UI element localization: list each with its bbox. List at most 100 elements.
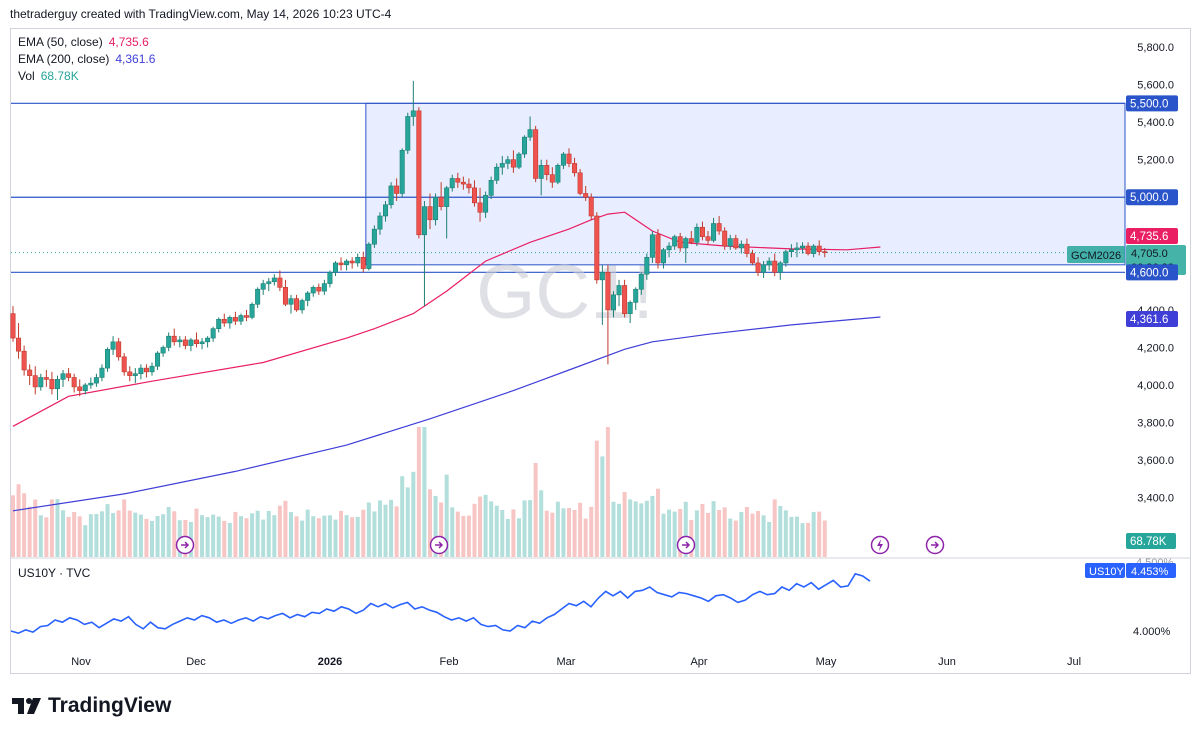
volume-bar	[205, 517, 210, 557]
volume-bar	[633, 501, 638, 557]
time-axis-tick-label: Feb	[440, 656, 459, 668]
volume-bar	[811, 511, 816, 557]
candle-body	[360, 257, 366, 269]
volume-bar	[383, 504, 388, 557]
symbol-axis-label-bg	[1067, 246, 1125, 263]
level-5500-label-bg	[1126, 95, 1178, 112]
volume-bar	[717, 510, 722, 557]
volume-bar	[133, 512, 138, 557]
candle-body	[794, 247, 800, 251]
candle-body	[143, 367, 149, 373]
candle-body	[421, 206, 427, 236]
tradingview-logo-text: TradingView	[48, 694, 172, 717]
candle-body	[249, 303, 255, 318]
volume-bar	[733, 520, 738, 557]
volume-bar	[27, 506, 32, 557]
legend-ema200-value: 4,361.6	[115, 52, 156, 66]
price-axis-tick-label: 5,400.0	[1137, 117, 1174, 129]
candle-body	[366, 243, 372, 269]
candle-body	[822, 251, 828, 253]
candle-body	[188, 339, 194, 346]
legend-ema50[interactable]: EMA (50, close) 4,735.6	[18, 34, 149, 51]
candle-body	[310, 287, 316, 294]
time-axis-tick-label: Dec	[186, 656, 206, 668]
volume-bar	[672, 511, 677, 557]
price-axis-tick-label: 3,600.0	[1137, 455, 1174, 467]
volume-bar	[161, 514, 166, 557]
candle-body	[749, 253, 755, 264]
candle-body	[699, 226, 705, 237]
candle-body	[583, 193, 589, 198]
volume-bar	[528, 500, 533, 557]
candle-body	[449, 178, 455, 189]
price-axis-tick-label: 5,800.0	[1137, 42, 1174, 54]
event-marker-icon[interactable]	[676, 535, 696, 555]
candle-body	[783, 251, 789, 264]
volume-bar	[700, 504, 705, 557]
event-marker-icon[interactable]	[175, 535, 195, 555]
volume-bar	[806, 522, 811, 557]
volume-bar	[272, 515, 277, 557]
level-5500-label: 5,500.0	[1126, 95, 1178, 112]
volume-axis-label-bg	[1126, 533, 1176, 549]
volume-bar	[77, 516, 82, 557]
candle-body	[49, 379, 55, 390]
candle-body	[349, 260, 355, 264]
volume-bar	[355, 516, 360, 557]
volume-bar	[405, 487, 410, 557]
candle-body	[394, 185, 400, 194]
candle-body	[649, 234, 655, 258]
candle-body	[266, 281, 272, 284]
volume-bar	[200, 515, 205, 557]
us10y-line	[10, 572, 871, 635]
ema200-axis-label: 4,361.6	[1126, 311, 1178, 327]
candle-body	[460, 181, 466, 185]
candle-body	[666, 245, 672, 251]
volume-bar	[628, 499, 633, 557]
volume-bar	[16, 484, 21, 557]
legend-ema200[interactable]: EMA (200, close) 4,361.6	[18, 51, 155, 68]
candle-body	[244, 315, 250, 318]
candle-body	[505, 159, 511, 164]
legend-volume[interactable]: Vol 68.78K	[18, 68, 79, 85]
volume-bar	[172, 511, 177, 557]
volume-bar	[550, 512, 555, 557]
candle-body	[155, 352, 161, 367]
event-marker-icon[interactable]	[925, 535, 945, 555]
event-marker-icon[interactable]	[429, 535, 449, 555]
volume-bar	[761, 515, 766, 557]
candle-body	[210, 328, 216, 339]
volume-bar	[138, 514, 143, 557]
candle-body	[171, 335, 177, 343]
volume-bar	[22, 493, 27, 557]
volume-bar	[678, 509, 683, 557]
volume-bar	[789, 516, 794, 557]
candle-body	[127, 371, 133, 376]
arrow-right-icon	[435, 541, 444, 549]
volume-bar	[222, 520, 227, 557]
candle-body	[610, 294, 616, 311]
volume-bar	[144, 518, 149, 557]
candle-body	[282, 287, 288, 305]
candle-body	[577, 172, 583, 194]
candle-body	[444, 187, 450, 207]
volume-bar	[605, 427, 610, 557]
candle-body	[466, 183, 472, 189]
volume-bar	[66, 516, 71, 557]
volume-bar	[333, 519, 338, 557]
event-marker-icon[interactable]	[870, 535, 890, 555]
candle-body	[271, 277, 277, 283]
volume-bar	[339, 510, 344, 557]
volume-bar	[750, 513, 755, 557]
candle-body	[616, 285, 622, 296]
volume-bar	[11, 495, 15, 557]
candle-body	[694, 226, 700, 243]
volume-bar	[99, 511, 104, 557]
volume-bar	[728, 518, 733, 557]
legend-volume-label: Vol	[18, 69, 35, 83]
candle-body	[110, 341, 116, 350]
last-price-axis-label: 4,705.0	[1131, 248, 1168, 260]
volume-bar	[72, 512, 77, 557]
level-4600-label-text: 4,600.0	[1130, 267, 1168, 279]
